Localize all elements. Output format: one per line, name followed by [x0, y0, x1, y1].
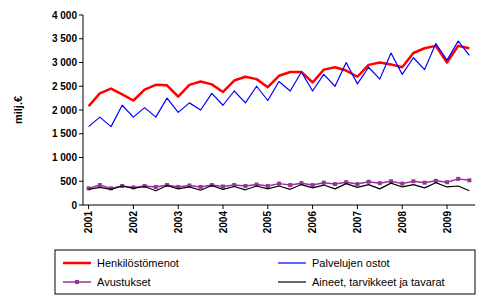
series-marker: [87, 186, 91, 190]
y-tick: [79, 15, 83, 16]
y-tick-label: 1 000: [52, 152, 77, 163]
series-marker: [355, 182, 359, 186]
legend-label: Aineet, tarvikkeet ja tavarat: [312, 276, 445, 288]
series-line: [89, 183, 470, 191]
x-tick-label: 2004: [218, 211, 229, 234]
x-tick-label: 2003: [173, 211, 184, 234]
y-tick: [79, 110, 83, 111]
y-tick-label: 0: [71, 200, 77, 211]
legend-swatch: [278, 262, 306, 263]
x-tick-label: 2005: [262, 211, 273, 234]
x-tick: [357, 205, 358, 209]
y-axis: [83, 15, 84, 205]
x-tick: [223, 205, 224, 209]
x-tick: [402, 205, 403, 209]
series-marker: [199, 185, 203, 189]
y-tick: [79, 157, 83, 158]
x-tick-label: 2001: [83, 211, 94, 234]
y-tick: [79, 86, 83, 87]
y-tick: [79, 62, 83, 63]
y-tick-label: 500: [60, 176, 77, 187]
series-marker: [154, 185, 158, 189]
series-marker: [367, 180, 371, 184]
y-tick-label: 2 500: [52, 81, 77, 92]
y-tick: [79, 181, 83, 182]
y-axis-label: milj.€: [12, 96, 24, 124]
chart: 0 500 1 000 1 500 2 000 2 500 3 000 3 500 4 000 2…: [0, 0, 495, 300]
y-tick-label: 4 000: [52, 10, 77, 21]
y-tick-label: 3 500: [52, 33, 77, 44]
x-tick: [447, 205, 448, 209]
x-tick: [312, 205, 313, 209]
legend-marker: [75, 280, 79, 284]
series-marker: [423, 181, 427, 185]
x-tick-label: 2006: [307, 211, 318, 234]
legend-label: Henkilöstömenot: [97, 257, 179, 269]
x-tick-label: 2009: [442, 211, 453, 234]
series-marker: [277, 182, 281, 186]
legend-swatch: [63, 262, 91, 265]
series-marker: [400, 182, 404, 186]
series-marker: [467, 178, 471, 182]
y-tick: [79, 133, 83, 134]
series-marker: [98, 183, 102, 187]
series-marker: [411, 179, 415, 183]
series-marker: [445, 180, 449, 184]
y-tick: [79, 38, 83, 39]
y-tick: [79, 205, 83, 206]
x-axis: [83, 205, 475, 206]
legend-label: Avustukset: [97, 276, 151, 288]
series-marker: [322, 181, 326, 185]
x-tick-label: 2002: [128, 211, 139, 234]
x-tick: [267, 205, 268, 209]
series-marker: [378, 181, 382, 185]
x-tick: [133, 205, 134, 209]
legend-box: [55, 250, 475, 294]
x-tick-label: 2008: [397, 211, 408, 234]
series-line: [89, 41, 470, 127]
series-marker: [311, 183, 315, 187]
plot-area: [87, 41, 472, 191]
x-tick-label: 2007: [352, 211, 363, 234]
series-marker: [221, 184, 225, 188]
y-tick-label: 1 500: [52, 128, 77, 139]
x-tick: [88, 205, 89, 209]
series-marker: [333, 182, 337, 186]
series-marker: [456, 177, 460, 181]
series-marker: [288, 183, 292, 187]
series-marker: [243, 184, 247, 188]
legend-swatch: [278, 281, 306, 282]
legend-label: Palvelujen ostot: [312, 257, 390, 269]
x-tick: [178, 205, 179, 209]
series-marker: [266, 184, 270, 188]
y-tick-label: 2 000: [52, 105, 77, 116]
series-line: [89, 46, 470, 106]
y-tick-label: 3 000: [52, 57, 77, 68]
